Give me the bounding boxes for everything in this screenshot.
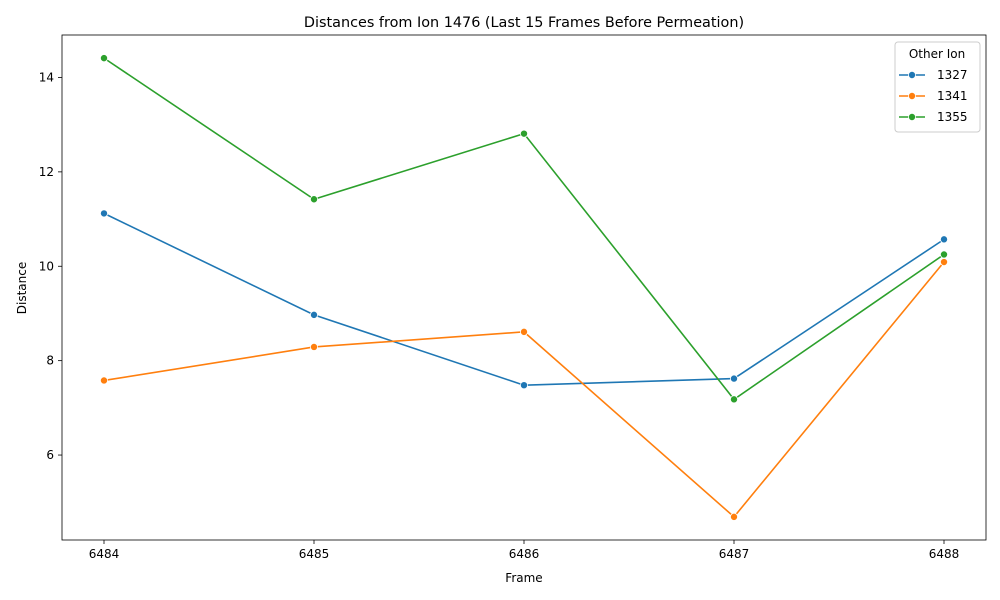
legend: Other Ion 1327 1341 1355 bbox=[894, 41, 981, 133]
legend-item: 1355 bbox=[899, 110, 968, 124]
x-tick-label: 6488 bbox=[929, 547, 960, 561]
data-point bbox=[940, 235, 949, 244]
legend-box bbox=[894, 41, 981, 133]
series-line bbox=[103, 57, 945, 401]
series-1341 bbox=[100, 258, 949, 521]
data-point bbox=[730, 395, 739, 404]
data-point bbox=[520, 327, 529, 336]
y-tick-label: 8 bbox=[46, 354, 54, 368]
y-axis: 6 8 10 12 14 bbox=[39, 70, 62, 462]
x-tick-label: 6487 bbox=[719, 547, 750, 561]
y-axis-label: Distance bbox=[15, 262, 29, 314]
data-point bbox=[730, 512, 739, 521]
data-point bbox=[309, 195, 318, 204]
series-line bbox=[103, 212, 945, 387]
x-tick-label: 6485 bbox=[299, 547, 330, 561]
series-1355 bbox=[100, 54, 949, 404]
series-line bbox=[103, 261, 945, 519]
y-tick-label: 6 bbox=[46, 448, 54, 462]
legend-marker bbox=[908, 92, 917, 101]
chart-title: Distances from Ion 1476 (Last 15 Frames … bbox=[304, 15, 744, 31]
data-point bbox=[520, 381, 529, 390]
series-1327 bbox=[100, 209, 949, 390]
legend-item: 1327 bbox=[899, 68, 968, 82]
data-point bbox=[100, 376, 109, 385]
legend-marker bbox=[908, 113, 917, 122]
legend-title: Other Ion bbox=[909, 47, 965, 61]
data-point bbox=[100, 209, 109, 218]
data-point bbox=[309, 310, 318, 319]
data-point bbox=[100, 54, 109, 63]
x-tick-label: 6486 bbox=[509, 547, 540, 561]
x-axis-label: Frame bbox=[505, 571, 542, 585]
y-tick-label: 14 bbox=[39, 70, 54, 84]
data-point bbox=[520, 129, 529, 138]
legend-marker bbox=[908, 71, 917, 80]
x-tick-label: 6484 bbox=[89, 547, 120, 561]
data-point bbox=[730, 374, 739, 383]
data-point bbox=[309, 342, 318, 351]
plot-frame bbox=[61, 34, 987, 541]
y-tick-label: 10 bbox=[39, 259, 54, 273]
legend-item: 1341 bbox=[899, 89, 968, 103]
legend-label: 1327 bbox=[937, 68, 968, 82]
data-point bbox=[940, 250, 949, 259]
y-tick-label: 12 bbox=[39, 165, 54, 179]
x-axis: 6484 6485 6486 6487 6488 bbox=[89, 540, 960, 561]
data-point bbox=[940, 258, 949, 267]
series-layer bbox=[100, 54, 949, 521]
legend-label: 1355 bbox=[937, 110, 968, 124]
legend-label: 1341 bbox=[937, 89, 968, 103]
